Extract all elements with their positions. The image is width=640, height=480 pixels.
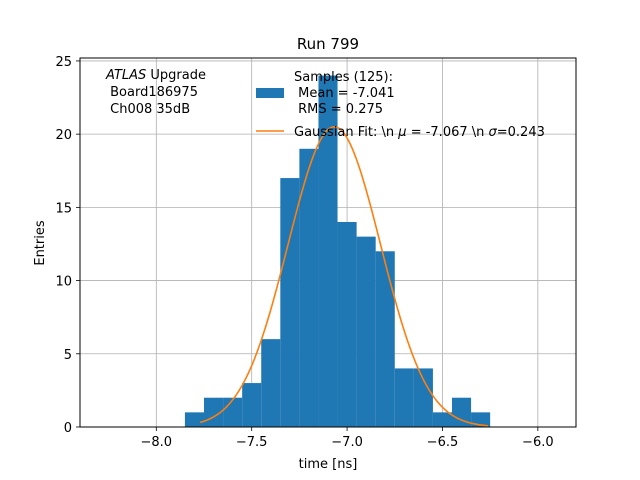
chart-title: Run 799 bbox=[297, 35, 359, 53]
board-label: Board186975 bbox=[106, 85, 198, 100]
histogram-bar bbox=[223, 397, 243, 427]
histogram-bar bbox=[413, 368, 433, 427]
x-axis-ticks: −8.0 −7.5 −7.0 −6.5 −6.0 bbox=[141, 427, 554, 450]
histogram-bar bbox=[184, 412, 204, 427]
legend-fit-label: Gaussian Fit: \n μ = -7.067 \n σ=0.243 bbox=[294, 125, 545, 140]
legend-fit-mu: μ bbox=[397, 125, 406, 140]
histogram-bar bbox=[394, 368, 414, 427]
legend-fit-end: =0.243 bbox=[497, 125, 545, 140]
histogram-bars bbox=[184, 75, 491, 428]
histogram-bar bbox=[432, 412, 452, 427]
legend-fit-prefix: Gaussian Fit: \n bbox=[294, 125, 398, 140]
legend-swatch-samples bbox=[256, 88, 284, 98]
x-tick-label: −7.5 bbox=[236, 435, 268, 450]
x-axis-label: time [ns] bbox=[299, 457, 358, 472]
y-tick-label: 15 bbox=[55, 201, 72, 216]
channel-label: Ch008 35dB bbox=[106, 102, 190, 117]
histogram-bar bbox=[375, 251, 395, 427]
atlas-label: ATLAS bbox=[105, 68, 146, 83]
x-tick-label: −6.5 bbox=[427, 435, 459, 450]
x-tick-label: −6.0 bbox=[522, 435, 554, 450]
x-tick-label: −8.0 bbox=[141, 435, 173, 450]
histogram-bar bbox=[471, 412, 491, 427]
y-axis-label: Entries bbox=[33, 220, 48, 266]
atlas-annotation-line1: ATLAS Upgrade bbox=[105, 68, 206, 83]
histogram-bar bbox=[452, 397, 472, 427]
histogram-bar bbox=[280, 178, 300, 427]
fit-curve bbox=[199, 126, 489, 427]
histogram-bar bbox=[242, 383, 262, 427]
y-tick-label: 20 bbox=[55, 128, 72, 143]
y-axis-ticks: 0 5 10 15 20 25 bbox=[55, 55, 80, 436]
histogram-bar bbox=[356, 236, 376, 427]
y-tick-label: 0 bbox=[64, 421, 72, 436]
y-tick-label: 5 bbox=[64, 348, 72, 363]
histogram-bar bbox=[318, 75, 338, 428]
histogram-bar bbox=[299, 148, 319, 428]
legend-samples-line1: Samples (125): bbox=[294, 70, 393, 85]
legend: Samples (125): Mean = -7.041 RMS = 0.275… bbox=[256, 70, 545, 140]
histogram-bar bbox=[261, 339, 281, 427]
plot-frame bbox=[79, 57, 577, 428]
legend-fit-sigma: σ bbox=[489, 125, 498, 140]
upgrade-label: Upgrade bbox=[146, 68, 206, 83]
y-tick-label: 25 bbox=[55, 55, 72, 70]
histogram-bar bbox=[337, 222, 357, 427]
y-tick-label: 10 bbox=[55, 275, 72, 290]
legend-fit-mid: = -7.067 \n bbox=[407, 125, 489, 140]
legend-samples-line3: RMS = 0.275 bbox=[294, 102, 383, 117]
x-tick-label: −7.0 bbox=[331, 435, 363, 450]
gaussian-fit bbox=[199, 126, 489, 427]
legend-samples-line2: Mean = -7.041 bbox=[294, 86, 395, 101]
